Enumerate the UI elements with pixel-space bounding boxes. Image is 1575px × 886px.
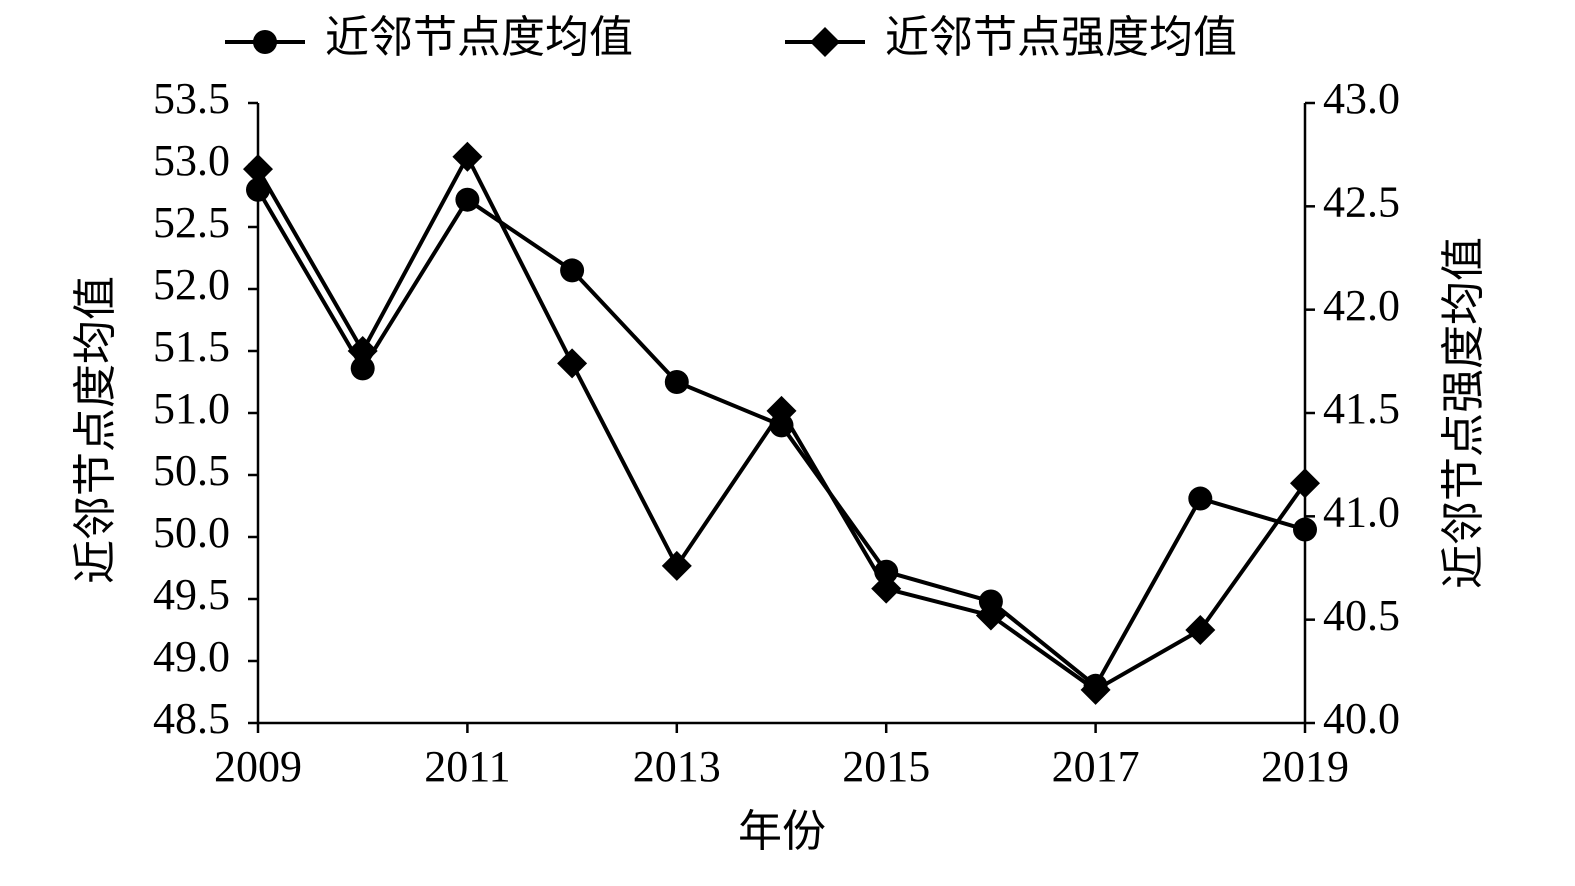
y2-tick-label: 40.0: [1323, 694, 1400, 743]
x-tick-label: 2013: [633, 742, 721, 791]
circle-marker: [1293, 517, 1317, 542]
y-tick-label: 52.0: [153, 260, 230, 309]
y2-tick-label: 40.5: [1323, 591, 1400, 640]
y2-tick-label: 42.0: [1323, 281, 1400, 330]
y2-tick-label: 41.5: [1323, 384, 1400, 433]
x-tick-label: 2011: [424, 742, 510, 791]
y-tick-label: 51.0: [153, 384, 230, 433]
circle-marker: [350, 356, 375, 381]
y2-tick-label: 43.0: [1323, 74, 1400, 123]
y-axis-label: 近邻节点度均值: [71, 276, 120, 584]
legend-label: 近邻节点度均值: [325, 13, 633, 62]
diamond-marker: [1080, 674, 1111, 705]
y-tick-label: 49.0: [153, 632, 230, 681]
diamond-marker: [1290, 468, 1320, 499]
diamond-marker: [557, 348, 588, 379]
diamond-marker: [661, 550, 692, 581]
x-tick-label: 2015: [842, 742, 930, 791]
diamond-marker: [975, 600, 1006, 631]
y-tick-label: 53.5: [153, 74, 230, 123]
series-line: [256, 188, 1306, 688]
x-axis-label: 年份: [738, 807, 826, 856]
y-tick-label: 51.5: [153, 322, 230, 371]
circle-marker: [1188, 486, 1213, 511]
legend-label: 近邻节点强度均值: [885, 13, 1237, 62]
y2-tick-label: 42.5: [1323, 177, 1400, 226]
y-tick-label: 50.5: [153, 446, 230, 495]
diamond-marker: [871, 573, 902, 604]
diamond-marker: [810, 27, 840, 57]
x-tick-label: 2019: [1261, 742, 1349, 791]
circle-marker: [246, 177, 270, 202]
y-tick-label: 52.5: [153, 198, 230, 247]
x-tick-label: 2009: [214, 742, 302, 791]
diamond-marker: [452, 141, 483, 172]
y2-tick-label: 41.0: [1323, 487, 1400, 536]
circle-marker: [455, 187, 480, 212]
circle-marker: [664, 370, 689, 394]
diamond-marker: [766, 395, 797, 426]
y-tick-label: 48.5: [153, 694, 230, 743]
diamond-marker: [243, 154, 273, 185]
diamond-marker: [347, 336, 378, 366]
y-tick-label: 49.5: [153, 570, 230, 619]
y2-axis-label: 近邻节点强度均值: [1439, 237, 1488, 589]
x-tick-label: 2017: [1052, 742, 1140, 791]
circle-marker: [253, 30, 277, 54]
y-tick-label: 53.0: [153, 136, 230, 185]
circle-marker: [560, 258, 585, 283]
diamond-marker: [1185, 615, 1216, 645]
y-tick-label: 50.0: [153, 508, 230, 557]
